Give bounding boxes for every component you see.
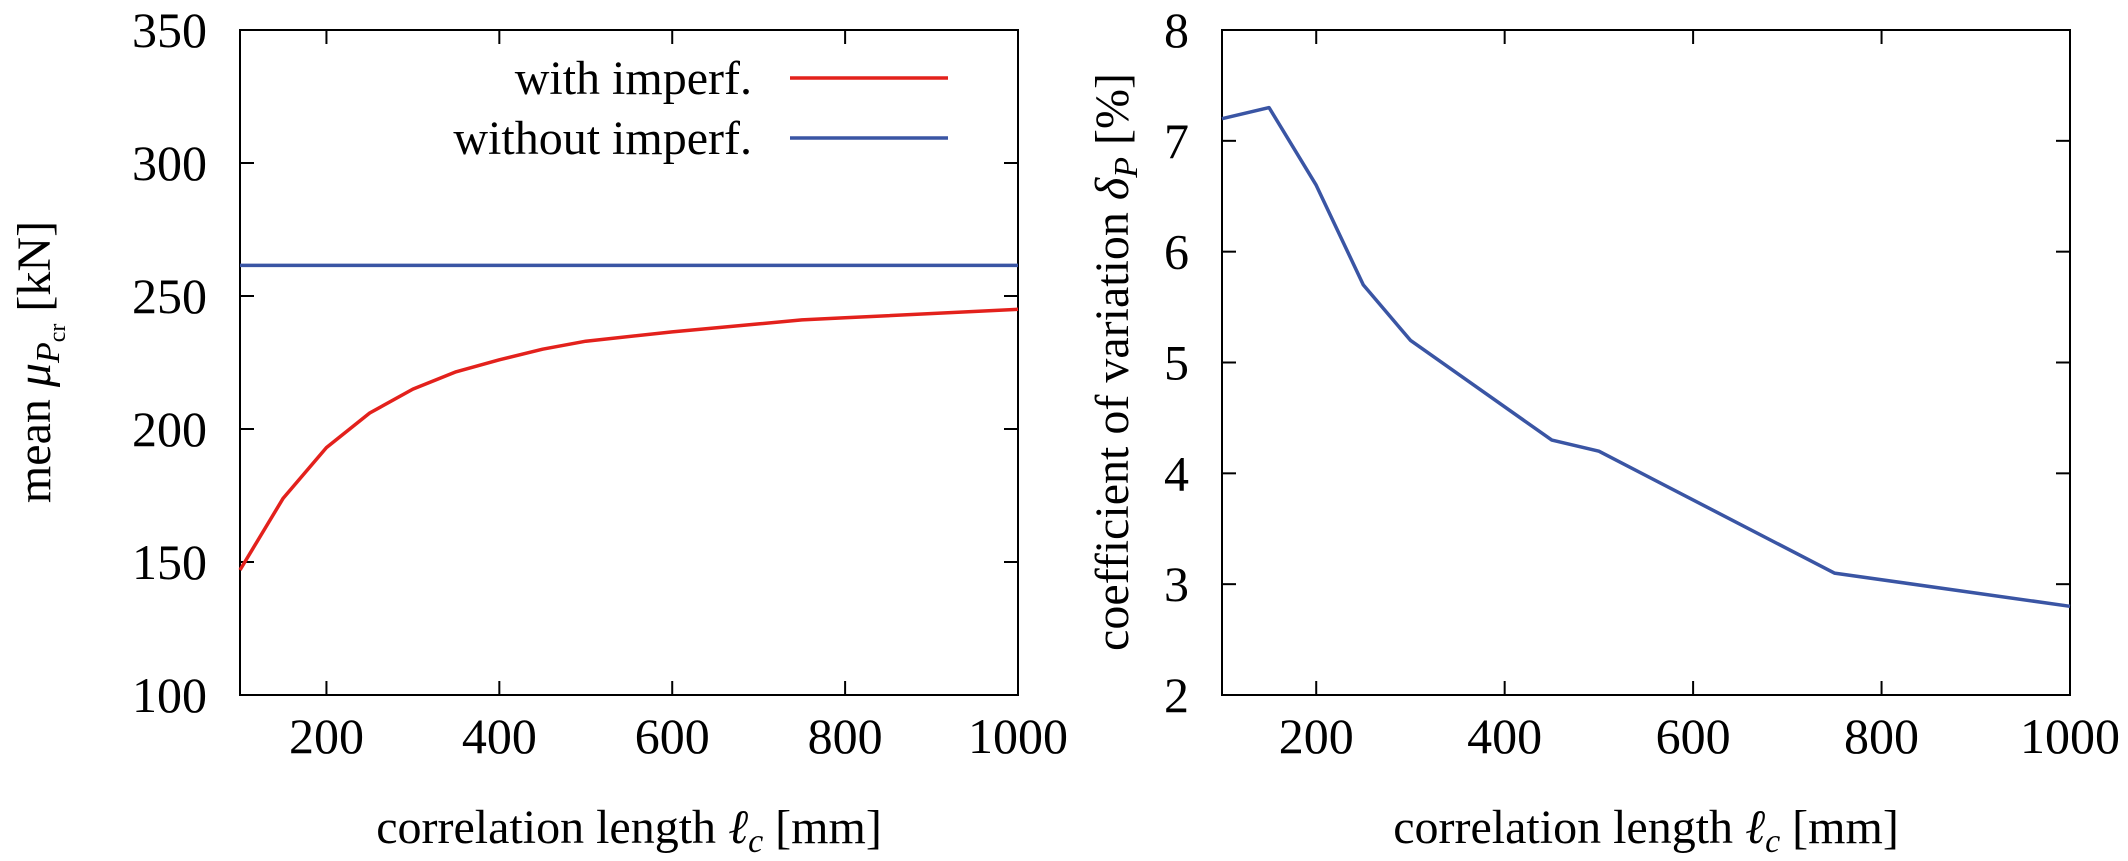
left-series bbox=[238, 263, 1019, 571]
left-x-tick-label: 600 bbox=[635, 708, 710, 764]
right-y-tick-label: 3 bbox=[1164, 556, 1189, 612]
right-y-tick-label: 4 bbox=[1164, 445, 1189, 501]
right-x-tick-label: 600 bbox=[1656, 708, 1731, 764]
legend-label: with imperf. bbox=[515, 52, 752, 105]
right-y-tick-label: 8 bbox=[1164, 2, 1189, 58]
left-y-tick-label: 150 bbox=[132, 534, 207, 590]
left-x-tick-label: 200 bbox=[289, 708, 364, 764]
left-y-tick-label: 250 bbox=[132, 268, 207, 324]
left-ticks: 200 400 600 800 1000 100 150 200 250 300 350 bbox=[132, 2, 1068, 764]
right-x-tick-label: 1000 bbox=[2020, 708, 2120, 764]
left-y-tick-label: 350 bbox=[132, 2, 207, 58]
chart-mean-critical-load: 200 400 600 800 1000 100 150 200 250 300 350 with … bbox=[8, 2, 1068, 860]
left-y-tick-label: 100 bbox=[132, 667, 207, 723]
right-y-tick-label: 2 bbox=[1164, 667, 1189, 723]
right-y-tick-label: 6 bbox=[1164, 224, 1189, 280]
right-x-tick-label: 200 bbox=[1279, 708, 1354, 764]
plot-frame-left bbox=[239, 29, 1019, 696]
left-x-tick-label: 400 bbox=[462, 708, 537, 764]
left-x-tick-label: 800 bbox=[808, 708, 883, 764]
left-y-tick-label: 300 bbox=[132, 135, 207, 191]
y-axis-label-left: mean μPcr [kN] bbox=[8, 221, 71, 503]
x-axis-label-right: correlation length ℓc [mm] bbox=[1393, 801, 1899, 860]
right-x-tick-label: 800 bbox=[1844, 708, 1919, 764]
right-y-tick-label: 7 bbox=[1164, 113, 1189, 169]
series-line-with-imperf bbox=[238, 307, 1019, 571]
series-line-cov bbox=[1221, 105, 2071, 609]
y-axis-label-right: coefficient of variation δP [%] bbox=[1086, 73, 1145, 651]
right-series bbox=[1221, 105, 2071, 609]
right-y-tick-label: 5 bbox=[1164, 335, 1189, 391]
chart-coefficient-of-variation: 200 400 600 800 1000 2 3 4 5 6 7 8 correlation leng… bbox=[1086, 2, 2120, 860]
plot-frame-right bbox=[1221, 29, 2071, 696]
x-axis-label-left: correlation length ℓc [mm] bbox=[376, 801, 882, 860]
left-x-tick-label: 1000 bbox=[968, 708, 1068, 764]
right-ticks: 200 400 600 800 1000 2 3 4 5 6 7 8 bbox=[1164, 2, 2120, 764]
left-y-tick-label: 200 bbox=[132, 401, 207, 457]
legend: with imperf. without imperf. bbox=[453, 52, 948, 165]
legend-label: without imperf. bbox=[453, 112, 752, 165]
right-x-tick-label: 400 bbox=[1467, 708, 1542, 764]
